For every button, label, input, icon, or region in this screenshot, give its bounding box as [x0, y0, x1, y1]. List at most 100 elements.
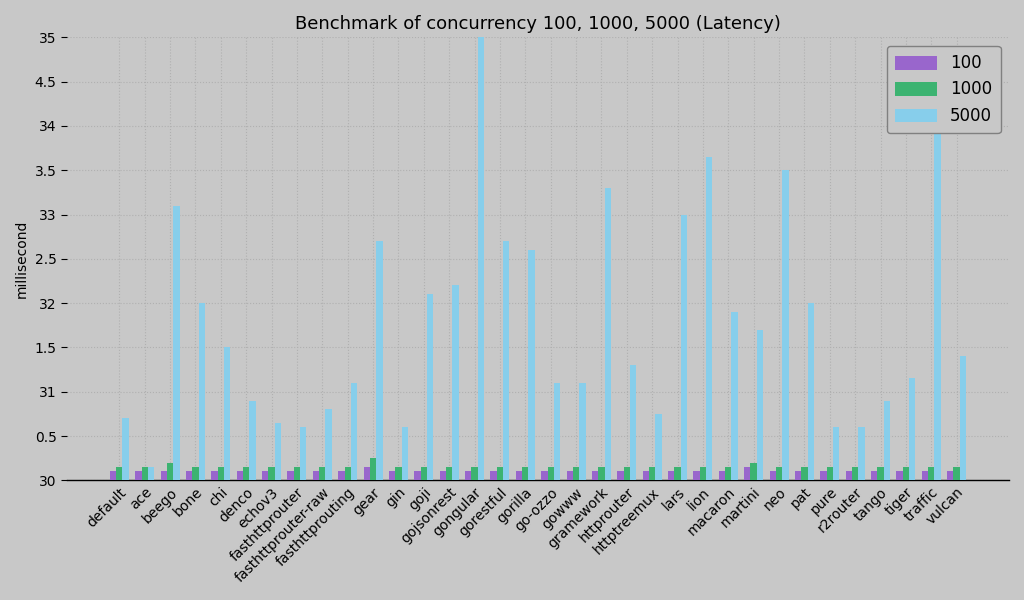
- Bar: [262, 472, 268, 481]
- Bar: [820, 472, 826, 481]
- Bar: [319, 467, 326, 481]
- Bar: [922, 472, 928, 481]
- Bar: [630, 365, 636, 481]
- Bar: [959, 356, 967, 481]
- Bar: [453, 286, 459, 481]
- Bar: [554, 383, 560, 481]
- Bar: [795, 472, 801, 481]
- Title: Benchmark of concurrency 100, 1000, 5000 (Latency): Benchmark of concurrency 100, 1000, 5000…: [295, 15, 781, 33]
- Bar: [707, 157, 713, 481]
- Bar: [878, 467, 884, 481]
- Bar: [719, 472, 725, 481]
- Bar: [675, 467, 681, 481]
- Bar: [300, 427, 306, 481]
- Bar: [446, 467, 453, 481]
- Bar: [668, 472, 675, 481]
- Bar: [199, 303, 205, 481]
- Bar: [268, 467, 274, 481]
- Bar: [928, 467, 935, 481]
- Bar: [439, 472, 446, 481]
- Bar: [401, 427, 408, 481]
- Bar: [364, 467, 370, 481]
- Bar: [490, 472, 497, 481]
- Bar: [344, 467, 351, 481]
- Bar: [427, 294, 433, 481]
- Bar: [693, 472, 699, 481]
- Bar: [548, 467, 554, 481]
- Bar: [294, 467, 300, 481]
- Bar: [415, 472, 421, 481]
- Bar: [211, 472, 218, 481]
- Bar: [592, 472, 598, 481]
- Bar: [218, 467, 224, 481]
- Bar: [649, 467, 655, 481]
- Bar: [947, 472, 953, 481]
- Bar: [224, 347, 230, 481]
- Bar: [237, 472, 243, 481]
- Bar: [833, 427, 840, 481]
- Bar: [116, 467, 123, 481]
- Bar: [376, 241, 383, 481]
- Bar: [903, 467, 909, 481]
- Bar: [801, 467, 808, 481]
- Bar: [782, 170, 788, 481]
- Bar: [243, 467, 250, 481]
- Bar: [776, 467, 782, 481]
- Bar: [173, 206, 179, 481]
- Bar: [110, 472, 116, 481]
- Bar: [326, 409, 332, 481]
- Bar: [250, 401, 256, 481]
- Bar: [312, 472, 319, 481]
- Bar: [193, 467, 199, 481]
- Bar: [751, 463, 757, 481]
- Bar: [909, 379, 915, 481]
- Bar: [351, 383, 357, 481]
- Bar: [528, 250, 535, 481]
- Bar: [338, 472, 344, 481]
- Bar: [566, 472, 572, 481]
- Bar: [288, 472, 294, 481]
- Bar: [617, 472, 624, 481]
- Bar: [598, 467, 604, 481]
- Bar: [681, 215, 687, 481]
- Bar: [395, 467, 401, 481]
- Bar: [744, 467, 751, 481]
- Bar: [604, 188, 611, 481]
- Bar: [953, 467, 959, 481]
- Bar: [808, 303, 814, 481]
- Bar: [465, 472, 471, 481]
- Bar: [871, 472, 878, 481]
- Bar: [725, 467, 731, 481]
- Bar: [884, 401, 890, 481]
- Bar: [471, 467, 478, 481]
- Bar: [541, 472, 548, 481]
- Bar: [769, 472, 776, 481]
- Bar: [935, 73, 941, 481]
- Bar: [858, 427, 864, 481]
- Bar: [655, 414, 662, 481]
- Bar: [141, 467, 147, 481]
- Bar: [478, 37, 484, 481]
- Bar: [161, 472, 167, 481]
- Bar: [757, 330, 763, 481]
- Bar: [167, 463, 173, 481]
- Bar: [826, 467, 833, 481]
- Bar: [123, 418, 129, 481]
- Legend: 100, 1000, 5000: 100, 1000, 5000: [887, 46, 1000, 133]
- Bar: [624, 467, 630, 481]
- Bar: [135, 472, 141, 481]
- Bar: [186, 472, 193, 481]
- Y-axis label: millisecond: millisecond: [15, 220, 29, 298]
- Bar: [896, 472, 903, 481]
- Bar: [643, 472, 649, 481]
- Bar: [274, 423, 281, 481]
- Bar: [852, 467, 858, 481]
- Bar: [699, 467, 707, 481]
- Bar: [421, 467, 427, 481]
- Bar: [147, 467, 155, 481]
- Bar: [846, 472, 852, 481]
- Bar: [731, 312, 738, 481]
- Bar: [497, 467, 503, 481]
- Bar: [389, 472, 395, 481]
- Bar: [522, 467, 528, 481]
